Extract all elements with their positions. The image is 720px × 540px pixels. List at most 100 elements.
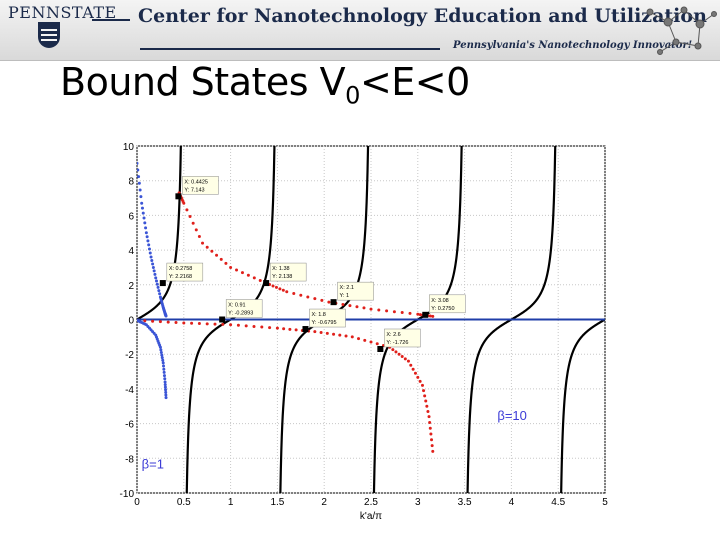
beta-curve-point	[377, 308, 381, 312]
beta-curve-point	[221, 322, 225, 326]
beta-curve-point	[338, 333, 342, 337]
beta-curve-point	[369, 307, 373, 311]
beta-curve-point	[369, 340, 373, 344]
y-tick-label: -4	[125, 385, 134, 396]
datatip-marker	[219, 316, 226, 323]
beta-curve-point	[164, 393, 168, 397]
beta-curve-point	[400, 355, 404, 359]
datatip-text: Y: 1	[340, 293, 349, 299]
beta-curve-point	[151, 262, 155, 266]
beta-curve-point	[391, 348, 395, 352]
x-tick-label: 0	[134, 497, 140, 508]
beta-curve-point	[422, 389, 426, 393]
beta-curve-point	[219, 257, 223, 261]
beta-curve-point	[244, 324, 248, 328]
beta-curve-point	[164, 388, 168, 392]
beta-curve-point	[288, 327, 292, 331]
beta-curve-point	[344, 334, 348, 338]
beta-curve-point	[306, 295, 310, 299]
datatip-marker	[422, 311, 429, 318]
beta-curve-point	[182, 201, 186, 205]
beta-curve-point	[153, 272, 157, 276]
datatip-text: Y: 2.138	[272, 274, 292, 280]
beta-curve-point	[320, 298, 324, 302]
y-tick-label: 10	[123, 142, 135, 153]
beta-curve-point	[137, 161, 139, 165]
beta-curve-point	[156, 285, 160, 289]
beta-curve-point	[138, 188, 142, 192]
y-tick-label: 2	[128, 281, 134, 292]
y-tick-label: -10	[120, 489, 135, 500]
beta-curve-point	[416, 312, 420, 316]
beta-curve-point	[197, 235, 201, 239]
beta-curve-point	[425, 404, 429, 408]
beta-curve-point	[185, 208, 189, 212]
beta-curve-point	[182, 321, 186, 325]
beta-curve-point	[147, 243, 151, 247]
x-tick-label: 3	[415, 497, 421, 508]
beta-curve-point	[348, 304, 352, 308]
beta-curve-point	[141, 211, 145, 215]
y-tick-label: 0	[128, 316, 134, 327]
beta-curve-point	[158, 320, 162, 324]
beta-curve-point	[164, 390, 168, 394]
beta-curve-point	[403, 357, 407, 361]
beta-curve-point	[166, 320, 170, 324]
beta-curve-point	[423, 394, 427, 398]
beta-curve-point	[205, 245, 209, 249]
beta-curve-point	[430, 438, 434, 442]
beta-curve-point	[143, 319, 147, 323]
y-tick-label: -6	[125, 420, 134, 431]
beta-curve-point	[162, 367, 166, 371]
datatip-text: Y: -0.2893	[228, 311, 253, 317]
beta-curve-point	[313, 297, 317, 301]
beta-curve-point	[357, 337, 361, 341]
slide-title: Bound States V0<E<0	[60, 60, 470, 110]
tan-branch-line	[560, 318, 605, 493]
beta-curve-point	[142, 216, 146, 220]
datatip-marker	[263, 280, 270, 287]
bound-states-chart: 0 0.5 1 1.5 2 2.5 3 3.5 4 4.5 5 10 8 6 4 2 0 -2 -4 -6 -8 -10 k…	[120, 142, 609, 522]
beta-curve-point	[148, 251, 152, 255]
slide-title-main: Bound States V	[60, 60, 346, 104]
datatip-text: X: 0.2758	[169, 266, 193, 272]
beta-curve-point	[260, 325, 264, 329]
beta-curve-point	[213, 322, 217, 326]
y-tick-label: -8	[125, 454, 134, 465]
beta-curve-point	[319, 331, 323, 335]
beta-curve-point	[385, 309, 389, 313]
beta-curve-point	[416, 375, 420, 379]
beta-curve-point	[137, 168, 140, 172]
beta-curve-point	[158, 345, 162, 349]
beta-curve-point	[190, 321, 194, 325]
beta-curve-point	[332, 332, 336, 336]
x-tick-label: 5	[602, 497, 608, 508]
beta-curve-point	[271, 284, 275, 288]
beta-curve-point	[164, 314, 168, 318]
slide-title-tail: <E<0	[359, 60, 470, 104]
beta-curve-point	[420, 383, 424, 387]
beta-curve-point	[137, 175, 141, 179]
beta-curve-point	[409, 363, 413, 367]
beta-curve-point	[151, 265, 155, 269]
banner-rule	[92, 19, 130, 21]
beta-curve-point	[428, 314, 432, 318]
beta-curve-point	[162, 364, 166, 368]
header-banner: PENNSTATE Center for Nanotechnology Educ…	[0, 0, 720, 61]
beta-curve-point	[158, 292, 162, 296]
datatip-text: X: 0.91	[228, 303, 245, 309]
beta-curve-point	[408, 311, 412, 315]
beta-curve-point	[411, 367, 415, 371]
datatip-box	[182, 176, 219, 195]
beta-curve-point	[394, 350, 398, 354]
beta-curve-point	[215, 253, 219, 257]
beta-curve-point	[292, 291, 296, 295]
x-tick-label: 1.5	[270, 497, 284, 508]
beta-curve-point	[147, 247, 151, 251]
beta-curve-point	[161, 358, 165, 362]
pennstate-shield-logo	[38, 22, 60, 48]
datatip-marker	[330, 299, 337, 306]
beta-curve-point	[236, 323, 240, 327]
beta-curve-point	[431, 314, 435, 318]
beta-curve-point	[299, 293, 303, 297]
